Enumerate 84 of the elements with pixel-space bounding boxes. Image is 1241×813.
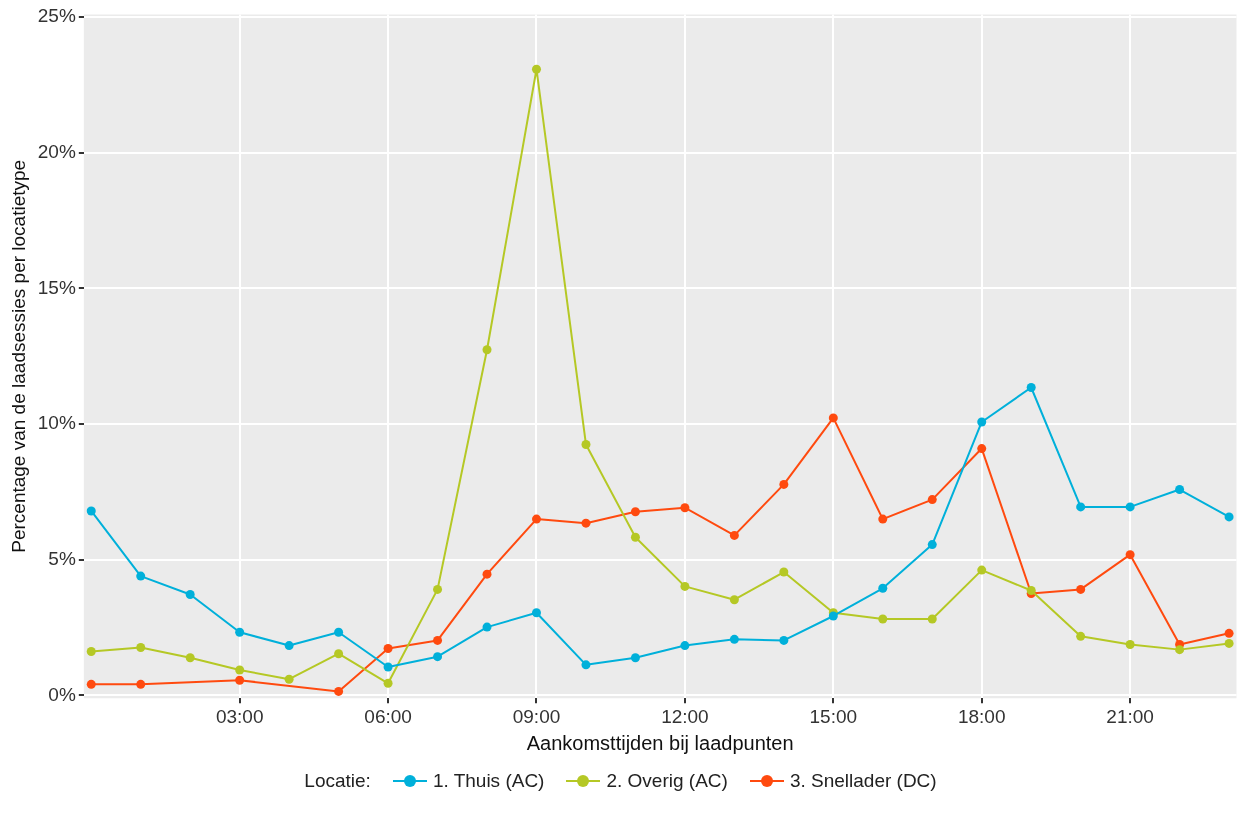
- point: [482, 569, 492, 579]
- point: [235, 627, 245, 637]
- point: [878, 583, 888, 593]
- point: [235, 665, 245, 675]
- point: [581, 439, 591, 449]
- point: [185, 653, 195, 663]
- legend-title: Locatie:: [304, 770, 371, 792]
- x-axis-title: Aankomsttijden bij laadpunten: [526, 731, 794, 754]
- point: [334, 686, 344, 696]
- point: [482, 622, 492, 632]
- point: [235, 675, 245, 685]
- point: [531, 608, 541, 618]
- point: [630, 532, 640, 542]
- y-tick-label: 0%: [48, 683, 76, 705]
- point: [136, 642, 146, 652]
- point: [433, 635, 443, 645]
- legend-label: 2. Overig (AC): [606, 770, 728, 792]
- point: [927, 495, 937, 505]
- point: [86, 679, 96, 689]
- point: [927, 614, 937, 624]
- point: [977, 444, 987, 454]
- y-tick-label: 20%: [37, 141, 76, 163]
- point: [779, 567, 789, 577]
- point: [531, 514, 541, 524]
- point: [433, 584, 443, 594]
- y-tick-label: 10%: [37, 412, 76, 434]
- point: [334, 627, 344, 637]
- point: [1224, 638, 1234, 648]
- point: [334, 649, 344, 659]
- point: [1175, 645, 1185, 655]
- point: [383, 662, 393, 672]
- point: [878, 514, 888, 524]
- point: [1076, 502, 1086, 512]
- point: [185, 590, 195, 600]
- point: [680, 641, 690, 651]
- point: [878, 614, 888, 624]
- point: [630, 507, 640, 517]
- legend-label: 1. Thuis (AC): [432, 770, 545, 792]
- point: [779, 479, 789, 489]
- point: [482, 345, 492, 355]
- point: [383, 644, 393, 654]
- point: [1076, 584, 1086, 594]
- y-tick-label: 5%: [48, 548, 76, 570]
- point: [86, 647, 96, 657]
- point: [729, 595, 739, 605]
- x-tick-label: 12:00: [661, 705, 709, 727]
- x-tick-label: 06:00: [364, 705, 412, 727]
- point: [581, 518, 591, 528]
- point: [1175, 485, 1185, 495]
- point: [284, 674, 294, 684]
- point: [779, 635, 789, 645]
- point: [1224, 628, 1234, 638]
- y-tick-label: 15%: [37, 276, 76, 298]
- point: [977, 417, 987, 427]
- point: [1125, 502, 1135, 512]
- point: [433, 652, 443, 662]
- point: [630, 653, 640, 663]
- point: [680, 581, 690, 591]
- point: [927, 540, 937, 550]
- point: [1076, 631, 1086, 641]
- y-axis-title: Percentage van de laadsessies per locatietype: [7, 159, 29, 553]
- point: [1125, 639, 1135, 649]
- point: [680, 503, 690, 513]
- y-tick-label: 25%: [37, 5, 76, 27]
- point: [828, 413, 838, 423]
- point: [1125, 550, 1135, 560]
- x-tick-label: 21:00: [1106, 705, 1154, 727]
- legend-label: 3. Snellader (DC): [789, 770, 937, 792]
- x-tick-label: 03:00: [215, 705, 264, 727]
- point: [284, 641, 294, 651]
- point: [383, 678, 393, 688]
- x-tick-label: 18:00: [957, 705, 1006, 727]
- point: [1026, 383, 1036, 393]
- point: [581, 660, 591, 670]
- point: [1224, 512, 1234, 522]
- point: [86, 506, 96, 516]
- point: [729, 634, 739, 644]
- point: [531, 64, 541, 74]
- point: [977, 565, 987, 575]
- x-tick-label: 09:00: [512, 705, 561, 727]
- point: [729, 530, 739, 540]
- x-tick-label: 15:00: [809, 705, 858, 727]
- point: [136, 571, 146, 581]
- point: [136, 679, 146, 689]
